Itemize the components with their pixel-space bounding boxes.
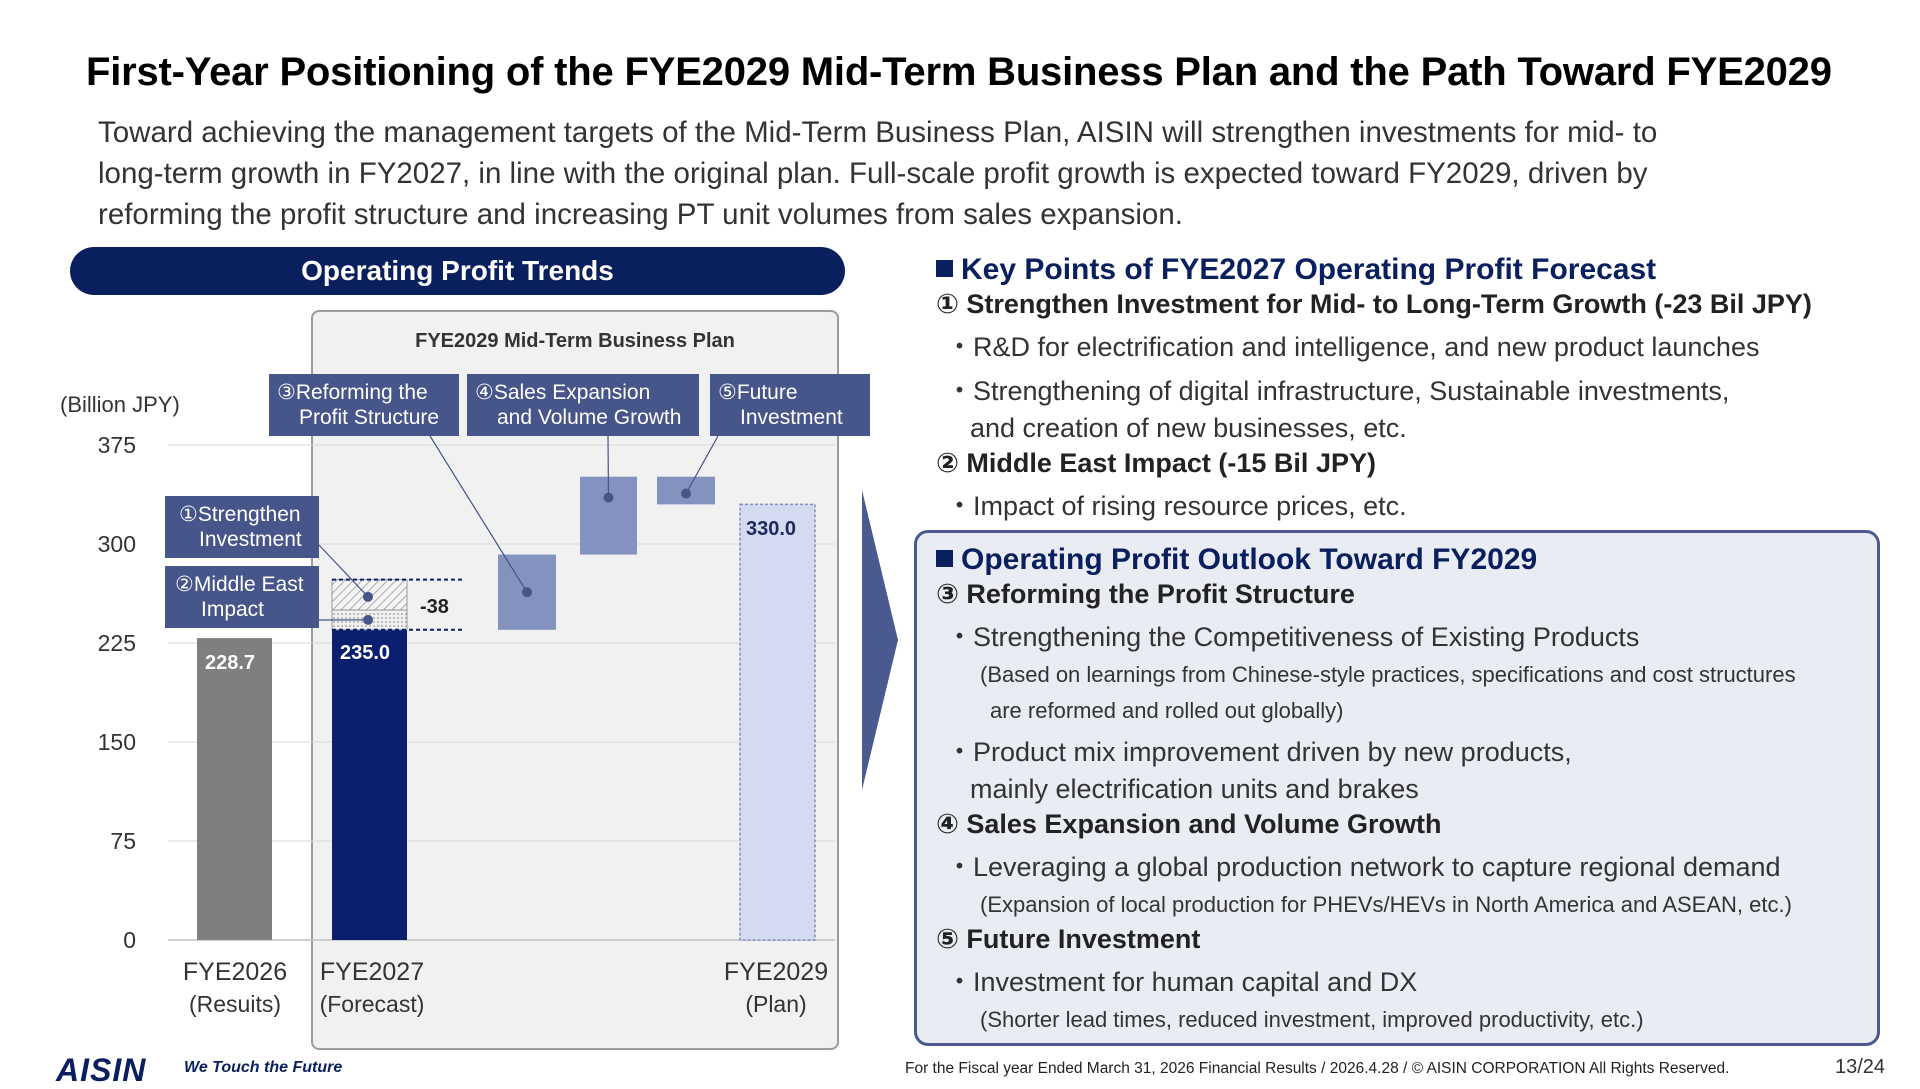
key-point-1-bullet-2: ・Strengthening of digital infrastructure…: [936, 369, 1896, 408]
outlook-item-3-note: (Based on learnings from Chinese-style p…: [936, 662, 1896, 688]
outlook-item-3-bullet-2: ・Product mix improvement driven by new p…: [936, 730, 1896, 769]
outlook-section: Operating Profit Outlook Toward FY2029 ③…: [936, 543, 1896, 1033]
connector-3: [430, 436, 527, 592]
square-bullet-icon: [936, 260, 953, 277]
square-bullet-icon: [936, 550, 953, 567]
key-point-1: ① Strengthen Investment for Mid- to Long…: [936, 289, 1896, 320]
outlook-item-4-bullet-1: ・Leveraging a global production network …: [936, 845, 1896, 884]
x-label-fye2026: FYE2026 (Resuits): [165, 956, 305, 1020]
outlook-item-3-bullet-1: ・Strengthening the Competitiveness of Ex…: [936, 615, 1896, 654]
connector-dot-3: [522, 587, 532, 597]
connector-4: [608, 436, 609, 498]
key-point-2: ② Middle East Impact (-15 Bil JPY): [936, 448, 1896, 479]
bar-fye2027: [332, 630, 407, 940]
tag-strengthen-investment: ①Strengthen Investment: [165, 496, 319, 558]
x-label-fye2029: FYE2029 (Plan): [706, 956, 846, 1020]
transition-arrow: [862, 490, 898, 790]
bar-label-fye2027: 235.0: [340, 642, 390, 665]
connector-dot-4: [604, 493, 614, 503]
connector-dot-5: [681, 489, 691, 499]
key-point-1-bullet-1: ・R&D for electrification and intelligenc…: [936, 325, 1896, 364]
x-label-fye2027: FYE2027 (Forecast): [302, 956, 442, 1020]
outlook-item-4-note: (Expansion of local production for PHEVs…: [936, 892, 1896, 918]
outlook-item-5: ⑤ Future Investment: [936, 924, 1896, 955]
aisin-logo: AISIN: [56, 1052, 146, 1089]
key-point-2-bullet-1: ・Impact of rising resource prices, etc.: [936, 484, 1896, 523]
outlook-item-5-note: (Shorter lead times, reduced investment,…: [936, 1007, 1896, 1033]
bar-label-fye2026: 228.7: [205, 652, 255, 675]
outlook-title: Operating Profit Outlook Toward FY2029: [936, 543, 1896, 577]
tag-middle-east-impact: ②Middle East Impact: [165, 566, 319, 628]
outlook-item-3-bullet-2-cont: mainly electrification units and brakes: [936, 774, 1896, 805]
footer-text: For the Fiscal year Ended March 31, 2026…: [905, 1060, 1729, 1078]
bar-fye2026: [197, 638, 272, 940]
connector-dot-2: [363, 615, 373, 625]
key-points-title: Key Points of FYE2027 Operating Profit F…: [936, 253, 1896, 287]
bar-label-fye2029: 330.0: [746, 518, 796, 541]
tag-future-investment: ⑤Future Investment: [710, 374, 870, 436]
outlook-item-4: ④ Sales Expansion and Volume Growth: [936, 809, 1896, 840]
tag-sales-expansion: ④Sales Expansion and Volume Growth: [467, 374, 699, 436]
bar-fye2029: [740, 504, 815, 940]
key-point-1-bullet-2-cont: and creation of new businesses, etc.: [936, 413, 1896, 444]
key-points-section: Key Points of FYE2027 Operating Profit F…: [936, 253, 1896, 523]
outlook-item-3-note-cont: are reformed and rolled out globally): [936, 698, 1896, 724]
connector-dot-1: [363, 592, 373, 602]
tagline: We Touch the Future: [184, 1059, 342, 1077]
deduction-label: -38: [420, 596, 449, 619]
outlook-item-5-bullet-1: ・Investment for human capital and DX: [936, 960, 1896, 999]
tag-reforming-profit-structure: ③Reforming the Profit Structure: [269, 374, 459, 436]
outlook-item-3: ③ Reforming the Profit Structure: [936, 579, 1896, 610]
page-number: 13/24: [1835, 1056, 1885, 1079]
